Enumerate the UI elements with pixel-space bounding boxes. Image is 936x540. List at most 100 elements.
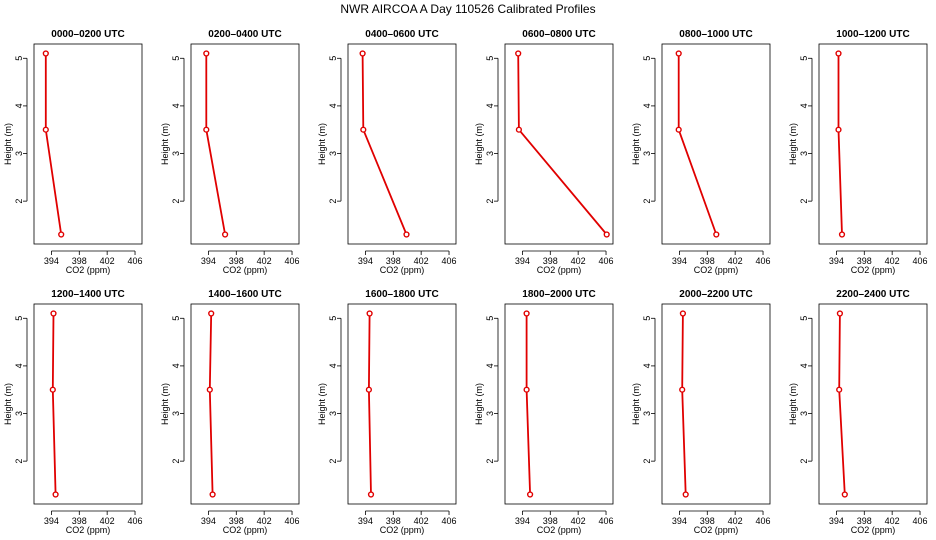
data-point	[42, 50, 49, 57]
y-axis-label: Height (m)	[160, 383, 170, 425]
x-tick-label: 398	[700, 516, 715, 526]
y-tick-label: 4	[485, 363, 495, 368]
plot-frame	[818, 303, 928, 505]
y-tick-label: 4	[171, 363, 181, 368]
data-point	[515, 50, 522, 57]
chart-panel: 1400–1600 UTC 394 398 402 406 CO2 (ppm) 2 3 4 5 He…	[160, 289, 300, 535]
x-tick-label: 394	[358, 256, 373, 266]
panel-title: 1600–1800 UTC	[365, 289, 438, 300]
x-tick-label: 402	[100, 256, 115, 266]
y-tick-label: 2	[14, 199, 24, 204]
chart-panel: 2200–2400 UTC 394 398 402 406 CO2 (ppm) 2 3 4 5 He…	[788, 289, 928, 535]
profile-line	[367, 313, 372, 495]
x-tick-label: 394	[201, 256, 216, 266]
x-tick-label: 398	[72, 256, 87, 266]
x-tick-label: 406	[128, 516, 143, 526]
data-point	[42, 126, 49, 133]
panel-title: 0600–0800 UTC	[522, 29, 595, 40]
panel-title: 0400–0600 UTC	[365, 29, 438, 40]
x-tick-label: 394	[44, 256, 59, 266]
figure-title: NWR AIRCOA A Day 110526 Calibrated Profi…	[340, 2, 595, 16]
x-tick-label: 398	[857, 516, 872, 526]
y-tick-label: 4	[642, 103, 652, 108]
profile-line	[208, 313, 214, 495]
x-tick-label: 398	[386, 256, 401, 266]
panel-title: 0200–0400 UTC	[208, 29, 281, 40]
y-tick-label: 5	[328, 316, 338, 321]
data-point	[359, 50, 366, 57]
y-tick-label: 3	[171, 151, 181, 156]
x-tick-label: 394	[829, 516, 844, 526]
x-tick-label: 406	[442, 516, 457, 526]
x-tick-label: 398	[386, 516, 401, 526]
x-tick-label: 406	[913, 516, 928, 526]
plot-frame	[504, 303, 614, 505]
data-point	[360, 126, 367, 133]
plot-frame	[504, 43, 614, 245]
data-point	[208, 310, 215, 317]
data-point	[58, 231, 65, 238]
x-tick-label: 394	[829, 256, 844, 266]
chart-panel: 0400–0600 UTC 394 398 402 406 CO2 (ppm) 2 3 4 5 He…	[317, 29, 457, 275]
y-tick-label: 2	[799, 199, 809, 204]
x-axis-label: CO2 (ppm)	[537, 265, 582, 275]
y-tick-label: 2	[642, 199, 652, 204]
x-axis-label: CO2 (ppm)	[537, 525, 582, 535]
y-tick-label: 5	[799, 56, 809, 61]
panel-title: 1000–1200 UTC	[836, 29, 909, 40]
profile-line	[44, 53, 63, 235]
x-axis-label: CO2 (ppm)	[380, 525, 425, 535]
y-tick-label: 2	[328, 199, 338, 204]
x-tick-label: 402	[100, 516, 115, 526]
profile-line	[681, 313, 687, 495]
x-tick-label: 406	[285, 256, 300, 266]
y-axis-label: Height (m)	[788, 383, 798, 425]
y-tick-label: 3	[328, 151, 338, 156]
x-tick-label: 402	[257, 256, 272, 266]
y-tick-label: 4	[14, 103, 24, 108]
x-tick-label: 402	[885, 516, 900, 526]
y-tick-label: 5	[642, 56, 652, 61]
data-point	[526, 491, 534, 498]
x-axis-label: CO2 (ppm)	[851, 265, 896, 275]
data-point	[836, 386, 843, 393]
y-tick-label: 4	[485, 103, 495, 108]
x-tick-label: 406	[756, 256, 771, 266]
y-tick-label: 5	[14, 316, 24, 321]
data-point	[523, 310, 530, 317]
data-point	[713, 231, 720, 238]
data-point	[50, 310, 57, 317]
panel-title: 0800–1000 UTC	[679, 29, 752, 40]
y-tick-label: 4	[14, 363, 24, 368]
x-tick-label: 394	[358, 516, 373, 526]
plot-frame	[33, 303, 143, 505]
x-tick-label: 406	[756, 516, 771, 526]
x-tick-label: 402	[414, 516, 429, 526]
y-axis-label: Height (m)	[3, 383, 13, 425]
x-axis-label: CO2 (ppm)	[694, 525, 739, 535]
x-tick-label: 394	[201, 516, 216, 526]
y-tick-label: 3	[485, 411, 495, 416]
profile-line	[517, 53, 608, 236]
x-tick-label: 406	[285, 516, 300, 526]
x-tick-label: 398	[229, 256, 244, 266]
plot-frame	[190, 303, 300, 505]
x-tick-label: 394	[44, 516, 59, 526]
x-tick-label: 398	[543, 256, 558, 266]
y-tick-label: 2	[328, 459, 338, 464]
x-axis-label: CO2 (ppm)	[223, 525, 268, 535]
x-tick-label: 394	[672, 516, 687, 526]
y-axis-label: Height (m)	[631, 123, 641, 165]
y-tick-label: 3	[485, 151, 495, 156]
y-tick-label: 4	[642, 363, 652, 368]
y-tick-label: 5	[642, 316, 652, 321]
data-point	[203, 50, 210, 57]
y-tick-label: 2	[171, 459, 181, 464]
chart-panel: 1000–1200 UTC 394 398 402 406 CO2 (ppm) 2 3 4 5 He…	[788, 29, 928, 275]
y-tick-label: 4	[171, 103, 181, 108]
y-axis-label: Height (m)	[631, 383, 641, 425]
x-tick-label: 394	[515, 516, 530, 526]
y-tick-label: 5	[485, 316, 495, 321]
panel-title: 2000–2200 UTC	[679, 289, 752, 300]
y-tick-label: 4	[799, 363, 809, 368]
